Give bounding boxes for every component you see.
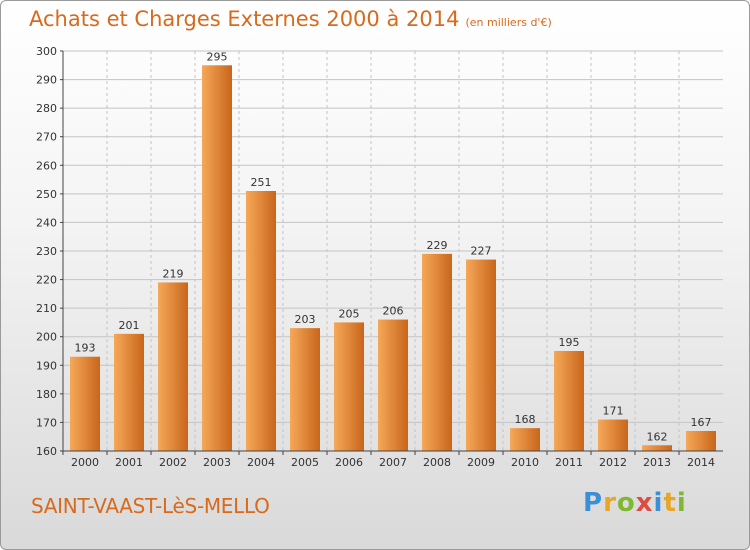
bar <box>114 333 144 451</box>
logo-letter: i <box>653 488 664 518</box>
y-tick-label: 260 <box>36 159 57 172</box>
logo-letter: x <box>635 488 654 518</box>
data-label: 201 <box>119 319 140 332</box>
bar <box>70 356 100 451</box>
y-tick-label: 280 <box>36 102 57 115</box>
logo-letter: t <box>663 488 677 518</box>
bar <box>158 282 188 451</box>
logo-letter: i <box>676 488 687 518</box>
data-label: 167 <box>691 416 712 429</box>
data-label: 227 <box>471 245 492 258</box>
y-tick-label: 180 <box>36 388 57 401</box>
x-tick-label: 2010 <box>511 456 539 469</box>
y-tick-label: 230 <box>36 245 57 258</box>
x-tick-label: 2011 <box>555 456 583 469</box>
x-tick-label: 2013 <box>643 456 671 469</box>
y-tick-label: 250 <box>36 188 57 201</box>
x-tick-label: 2006 <box>335 456 363 469</box>
data-label: 171 <box>603 405 624 418</box>
bar <box>290 328 320 451</box>
data-label: 229 <box>427 239 448 252</box>
proxiti-logo: Proxiti <box>583 488 687 518</box>
x-tick-label: 2008 <box>423 456 451 469</box>
x-tick-label: 2012 <box>599 456 627 469</box>
y-tick-label: 290 <box>36 74 57 87</box>
logo-letter: r <box>603 488 617 518</box>
bar <box>378 319 408 451</box>
data-label: 219 <box>163 267 184 280</box>
x-tick-label: 2001 <box>115 456 143 469</box>
chart-title: Achats et Charges Externes 2000 à 2014 (e… <box>29 7 552 31</box>
y-tick-label: 200 <box>36 331 57 344</box>
x-tick-label: 2004 <box>247 456 275 469</box>
logo-letter: P <box>583 488 604 518</box>
x-tick-label: 2005 <box>291 456 319 469</box>
y-tick-label: 240 <box>36 216 57 229</box>
data-label: 205 <box>339 307 360 320</box>
place-name: SAINT-VAAST-LèS-MELLO <box>31 494 270 518</box>
y-tick-label: 160 <box>36 445 57 458</box>
bar <box>334 322 364 451</box>
data-label: 193 <box>75 342 96 355</box>
x-tick-label: 2007 <box>379 456 407 469</box>
x-tick-label: 2003 <box>203 456 231 469</box>
x-tick-label: 2000 <box>71 456 99 469</box>
bar <box>686 431 716 451</box>
data-label: 162 <box>647 430 668 443</box>
bar <box>598 419 628 451</box>
x-tick-label: 2009 <box>467 456 495 469</box>
y-tick-label: 270 <box>36 131 57 144</box>
chart-title-text: Achats et Charges Externes 2000 à 2014 <box>29 7 460 31</box>
chart-unit: (en milliers d'€) <box>465 16 552 29</box>
bar <box>422 253 452 451</box>
y-tick-label: 190 <box>36 359 57 372</box>
y-tick-label: 210 <box>36 302 57 315</box>
axes: 160 170 180 190 200 210 220 230 240 250 260 270 280 2… <box>36 45 723 469</box>
bar <box>554 351 584 451</box>
y-tick-label: 170 <box>36 416 57 429</box>
bar <box>510 428 540 451</box>
data-label: 251 <box>251 176 272 189</box>
data-label: 295 <box>207 50 228 63</box>
bar <box>246 191 276 451</box>
data-label: 195 <box>559 336 580 349</box>
bars: 193 201 219 295 251 203 205 206 229 227 168 195 171 1… <box>70 50 716 452</box>
data-label: 203 <box>295 313 316 326</box>
bar <box>466 259 496 451</box>
y-tick-label: 220 <box>36 274 57 287</box>
logo-letter: o <box>616 488 636 518</box>
bar <box>202 65 232 452</box>
data-label: 206 <box>383 305 404 318</box>
data-label: 168 <box>515 413 536 426</box>
bar <box>642 445 672 451</box>
x-tick-label: 2002 <box>159 456 187 469</box>
x-tick-label: 2014 <box>687 456 715 469</box>
y-tick-label: 300 <box>36 45 57 58</box>
